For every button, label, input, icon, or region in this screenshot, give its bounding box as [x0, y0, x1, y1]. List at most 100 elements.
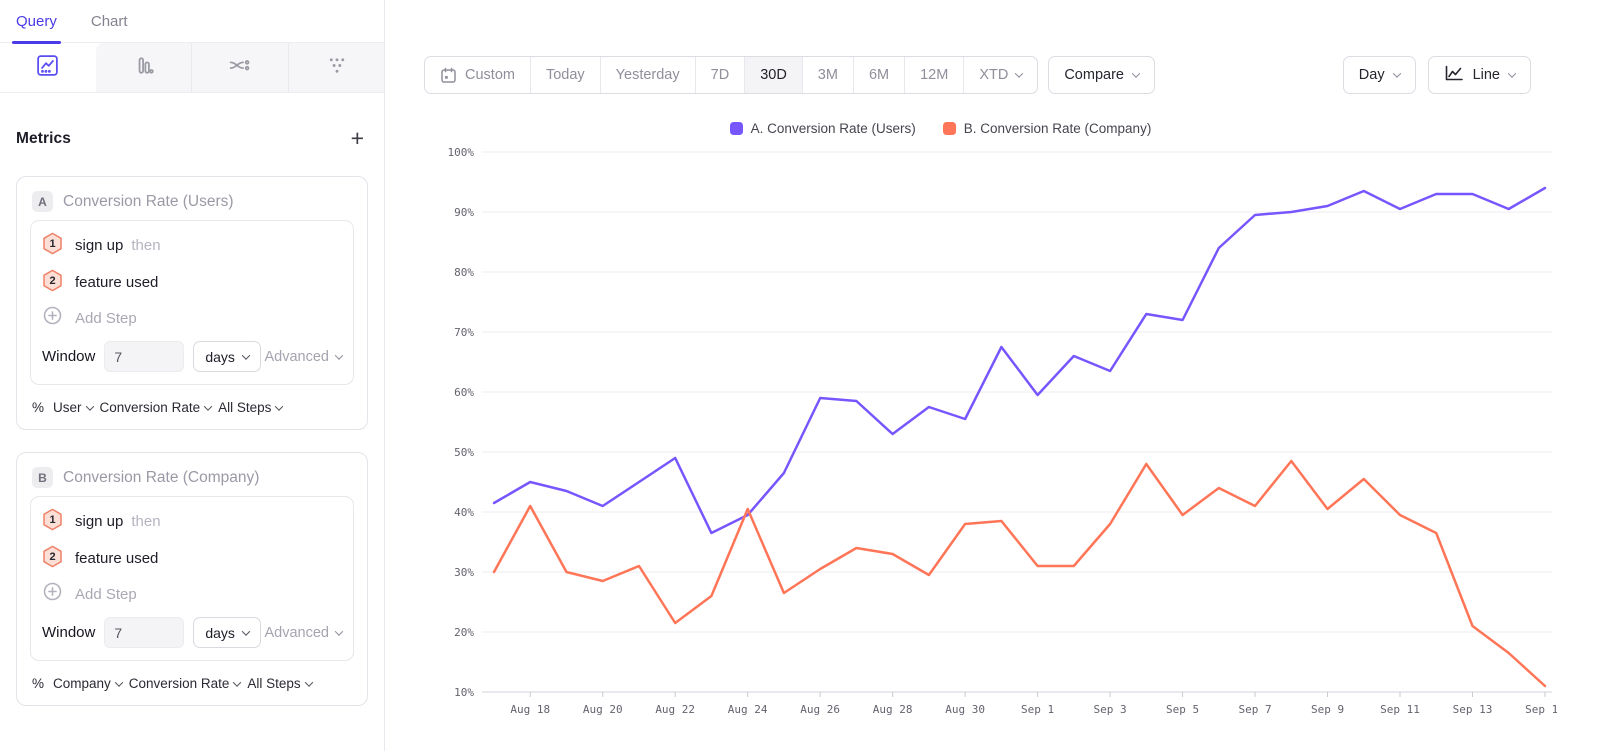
y-axis-tick-label: 50%: [454, 446, 474, 459]
step-row[interactable]: 2 feature used: [42, 264, 342, 301]
chevron-down-icon: [241, 626, 251, 636]
y-axis-tick-label: 60%: [454, 386, 474, 399]
y-axis-tick-label: 30%: [454, 566, 474, 579]
window-unit-label: days: [205, 624, 235, 641]
step-number-hexagon-badge: 2: [42, 269, 63, 297]
chart-type-tab-scatter[interactable]: [287, 43, 384, 92]
chart-type-tab-flows[interactable]: [191, 43, 288, 92]
legend-item-series-a[interactable]: A. Conversion Rate (Users): [729, 121, 916, 136]
metrics-heading: Metrics: [16, 129, 71, 147]
svg-text:1: 1: [49, 514, 55, 526]
x-axis-tick-label: Sep 3: [1094, 703, 1127, 716]
y-axis-tick-label: 20%: [454, 626, 474, 639]
tab-chart-label: Chart: [90, 13, 128, 30]
steps-scope-dropdown[interactable]: All Steps: [247, 676, 313, 691]
chevron-down-icon: [304, 677, 313, 687]
series-b-color-swatch: [942, 122, 956, 135]
date-range-30d[interactable]: 30D: [744, 57, 802, 93]
date-range-label: XTD: [979, 67, 1009, 83]
x-axis-tick-label: Sep 7: [1238, 703, 1271, 716]
step-event-label: sign up: [75, 237, 124, 254]
counting-entity-dropdown[interactable]: User: [53, 400, 94, 415]
advanced-dropdown[interactable]: Advanced: [264, 348, 344, 365]
step-row[interactable]: 2 feature used: [42, 540, 342, 577]
tab-chart[interactable]: Chart: [91, 13, 128, 42]
date-range-yesterday[interactable]: Yesterday: [599, 57, 695, 93]
chart-legend: A. Conversion Rate (Users) B. Conversion…: [333, 121, 1548, 136]
measurement-row-a: % User Conversion Rate All Steps: [30, 385, 354, 417]
x-axis-tick-label: Sep 15: [1525, 703, 1557, 716]
date-range-label: Today: [545, 67, 585, 83]
x-axis-tick-label: Aug 20: [583, 703, 623, 716]
series-a-color-swatch: [729, 122, 743, 135]
metric-title-b[interactable]: Conversion Rate (Company): [63, 468, 260, 486]
step-row[interactable]: 1 sign up then: [42, 503, 342, 540]
conversion-window-row: Window days Advanced: [42, 617, 344, 648]
chevron-down-icon: [334, 350, 344, 360]
metric-title-a[interactable]: Conversion Rate (Users): [63, 192, 234, 210]
chart-type-tab-bar[interactable]: [95, 43, 191, 92]
chevron-down-icon: [85, 401, 94, 411]
y-axis-tick-label: 90%: [454, 206, 474, 219]
tab-query[interactable]: Query: [12, 13, 61, 44]
chart-type-tab-insights[interactable]: [0, 43, 96, 92]
line-chart-svg: 100% 90% 80% 70% 60% 50% 40% 30% 20% 10% Aug 18 Aug…: [448, 146, 1565, 716]
y-axis-tick-label: 80%: [454, 266, 474, 279]
date-range-label: Custom: [465, 67, 515, 83]
date-range-7d[interactable]: 7D: [694, 57, 745, 93]
legend-item-series-b[interactable]: B. Conversion Rate (Company): [942, 121, 1152, 136]
sidebar: Query Chart: [0, 0, 385, 751]
date-range-today[interactable]: Today: [529, 57, 600, 93]
percent-symbol: %: [32, 400, 45, 415]
date-range-label: 12M: [920, 67, 949, 83]
metric-type-dropdown[interactable]: Conversion Rate: [100, 400, 213, 415]
window-unit-dropdown[interactable]: days: [193, 617, 261, 648]
window-value-input[interactable]: [104, 617, 185, 648]
date-range-label: Yesterday: [615, 67, 680, 83]
chart-style-dropdown[interactable]: Line: [1427, 56, 1531, 94]
advanced-dropdown[interactable]: Advanced: [265, 625, 344, 641]
series-b-legend-label: B. Conversion Rate (Company): [963, 121, 1152, 136]
granularity-dropdown[interactable]: Day: [1342, 56, 1416, 94]
metric-type-dropdown[interactable]: Conversion Rate: [129, 676, 242, 691]
add-step-button[interactable]: Add Step: [42, 577, 342, 611]
window-value-input[interactable]: [104, 341, 185, 372]
series-b-line: [492, 459, 1547, 688]
date-range-6m[interactable]: 6M: [852, 57, 904, 93]
metrics-header: Metrics +: [0, 127, 384, 150]
x-axis-tick-label: Aug 18: [510, 703, 550, 716]
date-range-xtd[interactable]: XTD: [963, 57, 1037, 93]
step-row[interactable]: 1 sign up then: [42, 227, 342, 264]
window-unit-label: days: [205, 348, 235, 365]
x-axis-tick-label: Sep 9: [1311, 703, 1344, 716]
window-label: Window: [42, 624, 96, 641]
add-step-button[interactable]: Add Step: [42, 301, 342, 335]
counting-entity-dropdown[interactable]: Company: [53, 676, 124, 691]
date-range-12m[interactable]: 12M: [904, 57, 963, 93]
x-axis-tick-label: Aug 28: [873, 703, 913, 716]
date-range-3m[interactable]: 3M: [801, 57, 853, 93]
tab-query-label: Query: [16, 13, 57, 30]
chevron-down-icon: [334, 626, 344, 636]
step-suffix: then: [131, 237, 161, 254]
compare-button[interactable]: Compare: [1048, 56, 1155, 94]
chevron-down-icon: [233, 677, 242, 687]
metric-card-b-header: B Conversion Rate (Company): [30, 465, 354, 496]
metric-card-a: A Conversion Rate (Users) 1 sign up then…: [16, 176, 368, 430]
date-range-custom[interactable]: Custom: [425, 57, 530, 93]
svg-text:2: 2: [49, 275, 55, 287]
window-unit-dropdown[interactable]: days: [193, 341, 261, 372]
steps-scope-dropdown[interactable]: All Steps: [218, 400, 284, 415]
date-range-label: 3M: [817, 67, 838, 83]
add-metric-button[interactable]: +: [350, 125, 364, 151]
chevron-down-icon: [275, 401, 284, 411]
scatter-dots-icon: [324, 53, 349, 83]
measurement-row-b: % Company Conversion Rate All Steps: [30, 661, 354, 693]
sidebar-tabs: Query Chart: [0, 0, 384, 44]
chevron-down-icon: [203, 401, 213, 411]
chart-style-label: Line: [1472, 67, 1500, 83]
x-axis-tick-label: Aug 24: [728, 703, 768, 716]
advanced-label: Advanced: [264, 348, 330, 365]
date-range-label: 30D: [760, 67, 787, 83]
